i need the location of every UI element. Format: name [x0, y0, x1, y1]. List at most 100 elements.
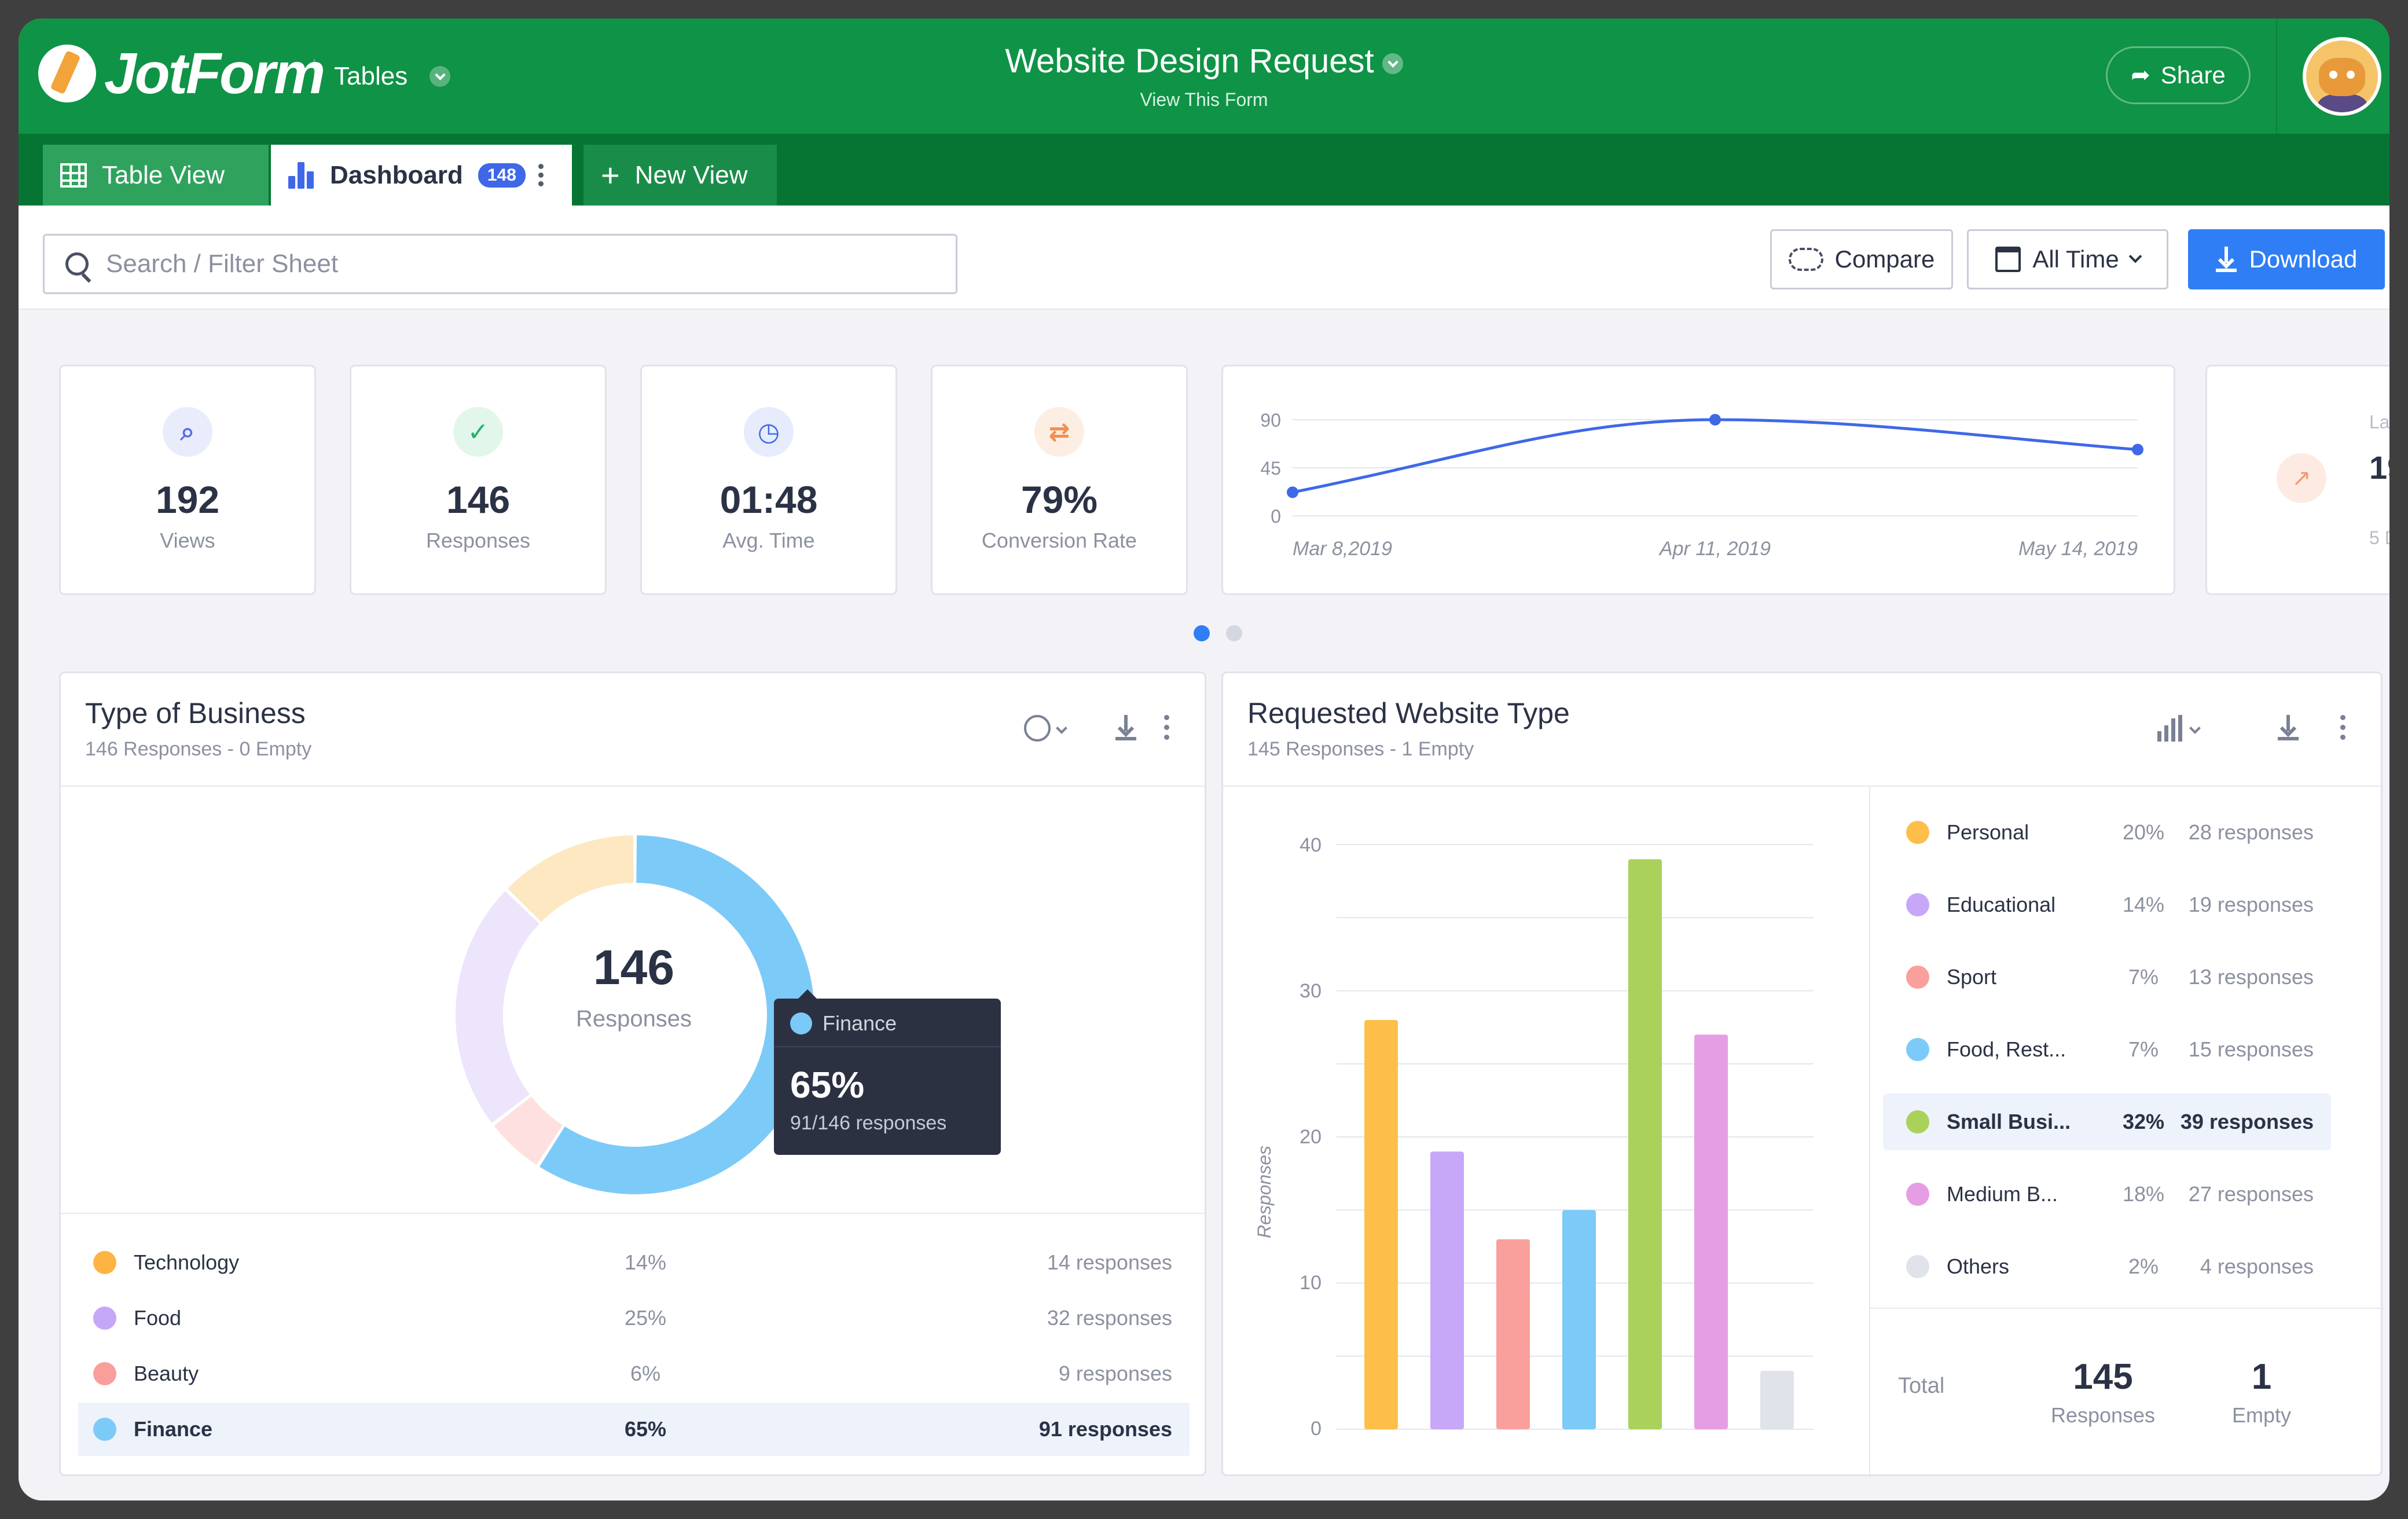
donut-slice-technology[interactable]: [507, 835, 634, 922]
tab-dashboard[interactable]: Dashboard 148: [271, 145, 572, 206]
y-axis-label: Responses: [1254, 1146, 1275, 1238]
checkmark-icon: ✓: [453, 407, 503, 457]
avatar-body: [2318, 94, 2367, 112]
pager-dot[interactable]: [1226, 625, 1242, 641]
bar-5[interactable]: [1694, 1034, 1728, 1429]
legend-name: Finance: [134, 1417, 213, 1441]
share-button[interactable]: ➦ Share: [2106, 46, 2251, 104]
legend-row[interactable]: Medium B... 18% 27 responses: [1883, 1166, 2331, 1223]
business-donut-chart: [456, 835, 814, 1194]
stat-label: Avg. Time: [722, 529, 815, 552]
legend-color-dot: [93, 1362, 116, 1385]
jotform-pencil-icon: [38, 45, 96, 102]
legend-count: 14 responses: [1047, 1250, 1172, 1274]
chevron-down-icon[interactable]: [1382, 53, 1403, 74]
tab-label: New View: [634, 160, 748, 189]
chevron-down-icon: [2128, 250, 2142, 263]
form-title[interactable]: Website Design Request: [19, 42, 2389, 80]
peek-sub: 5 D: [2369, 527, 2389, 548]
plus-icon: +: [601, 156, 620, 193]
legend-percent: 20%: [2122, 820, 2165, 844]
avatar-eye: [2347, 71, 2355, 79]
section-label[interactable]: Tables: [334, 62, 408, 90]
count-badge: 148: [478, 163, 526, 188]
trend-point[interactable]: [1709, 414, 1721, 425]
stat-label: Views: [160, 529, 215, 552]
x-tick-label: May 14, 2019: [2018, 538, 2138, 560]
legend-row[interactable]: Educational 14% 19 responses: [1883, 876, 2331, 933]
donut-slice-food[interactable]: [456, 891, 539, 1123]
tab-table-view[interactable]: Table View: [43, 145, 269, 206]
legend-row[interactable]: Food, Rest... 7% 15 responses: [1883, 1021, 2331, 1078]
bar-0[interactable]: [1364, 1020, 1398, 1429]
totals-divider: [1870, 1308, 2384, 1309]
legend-row[interactable]: Food 25% 32 responses: [78, 1291, 1190, 1345]
y-tick-label: 45: [1260, 458, 1281, 479]
total-responses-label: Responses: [2050, 1403, 2156, 1427]
search-box[interactable]: [43, 234, 957, 294]
pager-dot-active[interactable]: [1194, 625, 1210, 641]
share-arrow-icon: ➦: [2131, 63, 2150, 88]
tab-new-view[interactable]: + New View: [583, 145, 777, 206]
legend-count: 91 responses: [1038, 1417, 1172, 1441]
trend-line-chart: 90 45 0 Mar 8,2019 Apr 11, 2019 May 14, 2019: [1260, 410, 2143, 560]
stat-label: Conversion Rate: [981, 529, 1137, 552]
panel-download-button[interactable]: [1115, 715, 1136, 740]
bar-2[interactable]: [1496, 1239, 1530, 1429]
compare-button[interactable]: Compare: [1770, 229, 1953, 289]
search-input[interactable]: [106, 250, 916, 278]
legend-row[interactable]: Finance 65% 91 responses: [78, 1403, 1190, 1456]
trend-point[interactable]: [2132, 443, 2143, 456]
chart-type-dropdown[interactable]: [2157, 715, 2201, 742]
view-form-link[interactable]: View This Form: [1140, 89, 1268, 110]
jotform-logo[interactable]: JotForm: [38, 41, 325, 106]
legend-row[interactable]: Sport 7% 13 responses: [1883, 949, 2331, 1006]
avatar-eye: [2329, 71, 2337, 79]
download-button[interactable]: Download: [2188, 229, 2385, 289]
tab-menu-icon[interactable]: [538, 164, 544, 186]
y-tick-label: 90: [1260, 410, 1281, 431]
legend-row[interactable]: Personal 20% 28 responses: [1883, 804, 2331, 861]
stat-card-responses: ✓ 146 Responses: [350, 365, 607, 595]
avatar-face: [2319, 58, 2365, 96]
chevron-down-icon[interactable]: [430, 66, 450, 87]
trend-point[interactable]: [1287, 486, 1298, 498]
bar-4[interactable]: [1628, 859, 1662, 1429]
panel-menu-icon[interactable]: [1164, 715, 1169, 740]
legend-color-dot: [1906, 966, 1929, 989]
bar-3[interactable]: [1562, 1210, 1596, 1429]
carousel-pager: [1194, 625, 1242, 641]
stat-card-peek[interactable]: ↗ Las 19 5 D: [2205, 365, 2389, 595]
legend-row[interactable]: Beauty 6% 9 responses: [78, 1347, 1190, 1400]
donut-slice-beauty[interactable]: [494, 1096, 563, 1165]
calendar-icon: [1995, 247, 2021, 272]
date-range-dropdown[interactable]: All Time: [1967, 229, 2168, 289]
share-label: Share: [2160, 61, 2226, 89]
legend-row[interactable]: Technology 14% 14 responses: [78, 1236, 1190, 1289]
legend-count: 27 responses: [2188, 1182, 2314, 1206]
download-icon: [2278, 715, 2299, 740]
legend-name: Food, Rest...: [1947, 1037, 2066, 1061]
bar-1[interactable]: [1430, 1151, 1464, 1429]
tooltip-divider: [774, 1046, 1001, 1047]
bar-6[interactable]: [1760, 1371, 1794, 1429]
legend-color-dot: [1906, 893, 1929, 916]
stat-card-views: ⌕ 192 Views: [59, 365, 316, 595]
chart-type-dropdown[interactable]: [1024, 715, 1067, 742]
logo-divider: [314, 59, 315, 94]
panel-divider: [1223, 786, 2381, 787]
donut-center: 146 Responses: [512, 940, 755, 1032]
tooltip-detail: 91/146 responses: [790, 1112, 947, 1134]
pie-chart-icon: [1024, 715, 1051, 742]
donut-slice-finance[interactable]: [539, 835, 814, 1194]
bar-chart-icon: [2157, 715, 2184, 742]
legend-name: Beauty: [134, 1362, 199, 1385]
panel-menu-icon[interactable]: [2340, 715, 2345, 740]
legend-row[interactable]: Others 2% 4 responses: [1883, 1238, 2331, 1295]
y-tick-label: 0: [1271, 506, 1281, 527]
panel-download-button[interactable]: [2278, 715, 2299, 740]
tooltip-color-dot: [790, 1012, 812, 1034]
avatar[interactable]: [2303, 37, 2381, 116]
date-range-label: All Time: [2032, 245, 2119, 273]
legend-row[interactable]: Small Busi... 32% 39 responses: [1883, 1094, 2331, 1150]
